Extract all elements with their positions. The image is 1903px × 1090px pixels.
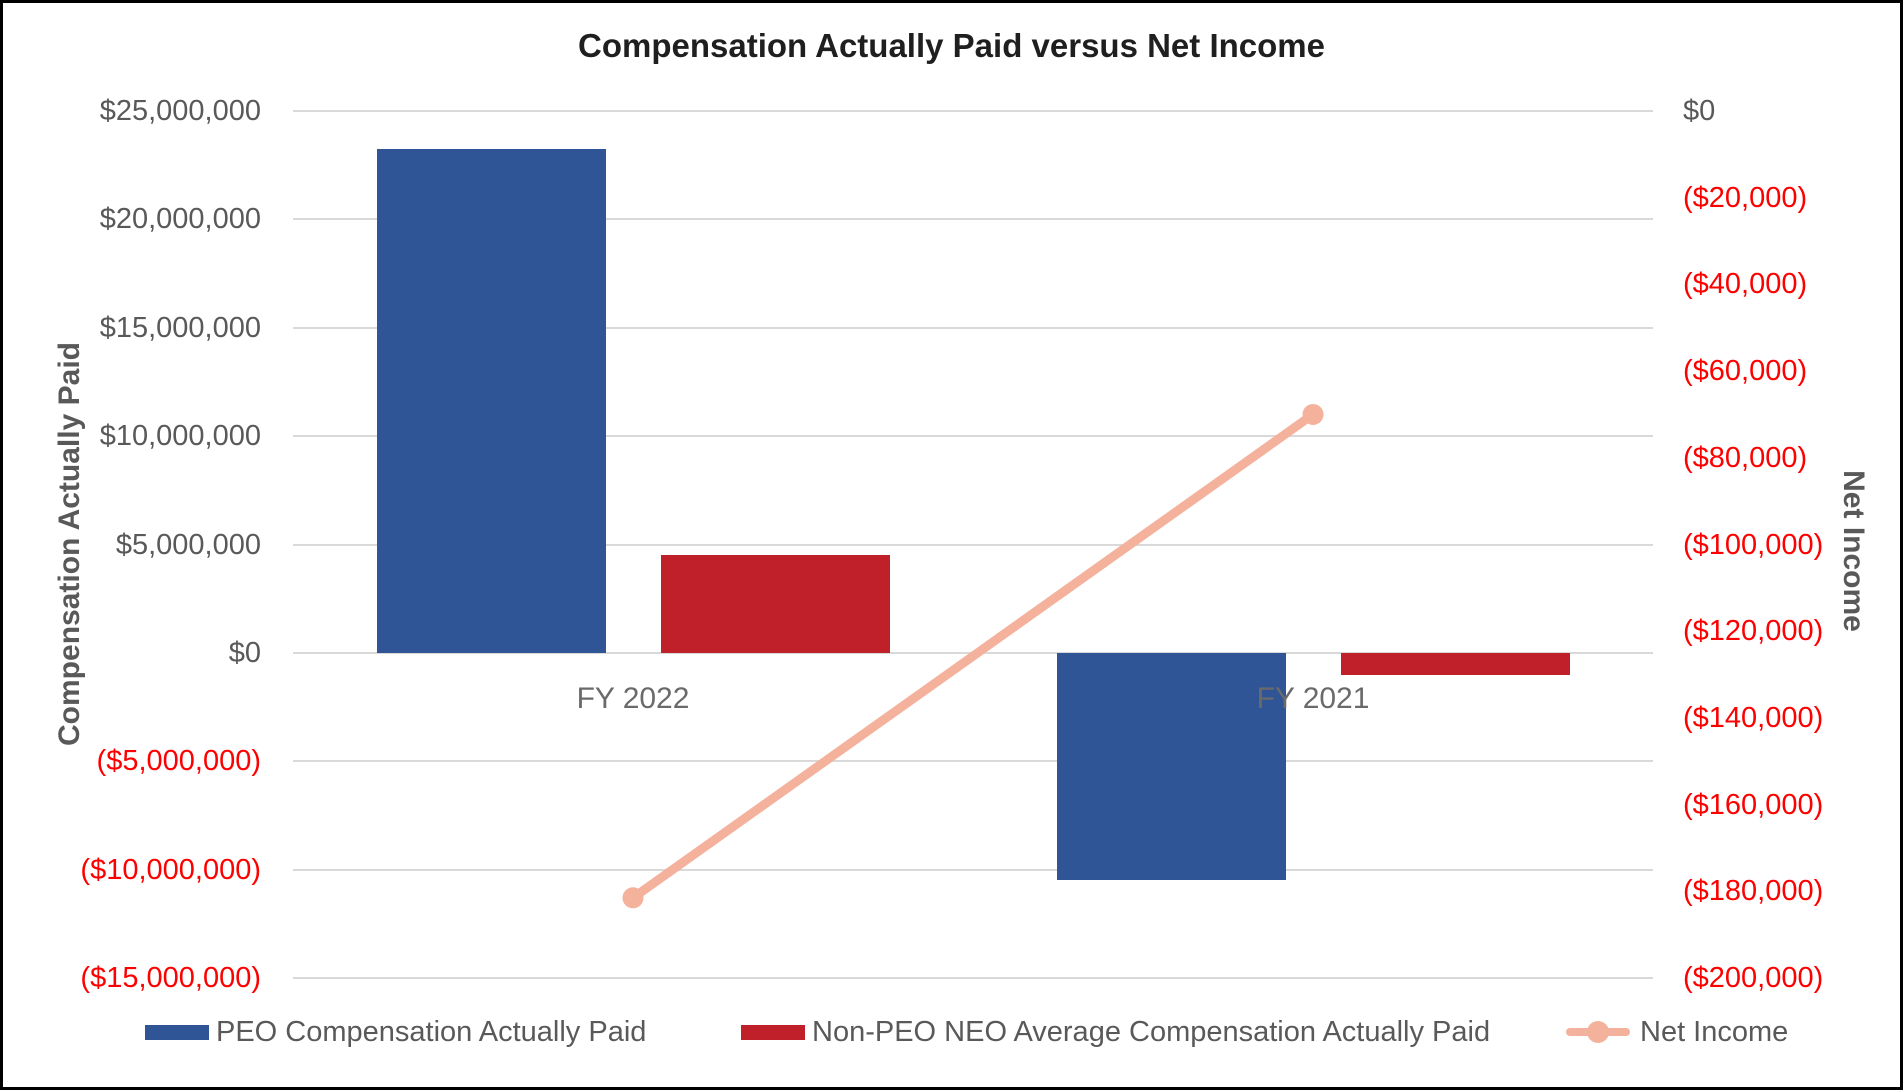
gridline (293, 977, 1653, 979)
legend: PEO Compensation Actually Paid Non-PEO N… (3, 1015, 1900, 1049)
net-income-marker-swatch (1587, 1021, 1609, 1043)
category-label-fy-2022: FY 2022 (576, 682, 690, 715)
right-tick-label: ($100,000) (1683, 528, 1824, 561)
chart-title: Compensation Actually Paid versus Net In… (578, 27, 1325, 64)
right-tick-label: ($40,000) (1683, 268, 1808, 301)
left-tick-label: $0 (228, 636, 261, 669)
left-tick-label: ($15,000,000) (80, 962, 261, 994)
legend-item-peo: PEO Compensation Actually Paid (145, 1015, 646, 1049)
bar-non-peo-fy-2022 (660, 555, 890, 653)
right-tick-label: ($200,000) (1683, 962, 1824, 994)
net-income-marker-fy-2022 (622, 887, 644, 909)
bar-non-peo-fy-2021 (1340, 652, 1570, 675)
non-peo-bar-swatch (741, 1024, 805, 1040)
right-tick-label: ($20,000) (1683, 181, 1808, 214)
gridline (293, 868, 1653, 871)
net-income-marker-fy-2021 (1302, 403, 1324, 425)
gridline (293, 543, 1653, 546)
left-tick-label: $10,000,000 (99, 420, 261, 453)
right-tick-label: ($140,000) (1683, 701, 1824, 734)
legend-label-peo: PEO Compensation Actually Paid (216, 1015, 647, 1048)
left-tick-label: $5,000,000 (115, 528, 261, 561)
legend-item-non-peo: Non-PEO NEO Average Compensation Actuall… (741, 1015, 1490, 1049)
legend-label-non-peo: Non-PEO NEO Average Compensation Actuall… (812, 1015, 1491, 1048)
gridline (293, 760, 1653, 763)
left-tick-label: $20,000,000 (99, 203, 261, 236)
bar-peo-fy-2022 (376, 148, 606, 653)
peo-bar-swatch (145, 1024, 209, 1040)
bar-peo-fy-2021 (1056, 652, 1286, 881)
gridline (293, 218, 1653, 221)
right-tick-label: ($160,000) (1683, 788, 1824, 821)
net-income-line-layer (622, 403, 1324, 909)
right-tick-label: $0 (1683, 95, 1716, 127)
net-income-line-swatch (1566, 1021, 1630, 1043)
left-tick-label: ($5,000,000) (96, 745, 261, 778)
left-tick-label: $25,000,000 (99, 95, 261, 127)
right-tick-label: ($60,000) (1683, 355, 1808, 388)
left-tick-label: ($10,000,000) (80, 853, 261, 886)
gridline (293, 110, 1653, 112)
gridline (293, 435, 1653, 438)
right-tick-label: ($80,000) (1683, 441, 1808, 474)
legend-label-net-income: Net Income (1640, 1015, 1789, 1048)
category-label-fy-2021: FY 2021 (1256, 682, 1370, 715)
gridline (293, 326, 1653, 329)
left-tick-label: $15,000,000 (99, 311, 261, 344)
right-tick-label: ($120,000) (1683, 615, 1824, 648)
legend-item-net-income: Net Income (1566, 1015, 1788, 1049)
right-tick-label: ($180,000) (1683, 875, 1824, 908)
net-income-line (628, 409, 1318, 903)
